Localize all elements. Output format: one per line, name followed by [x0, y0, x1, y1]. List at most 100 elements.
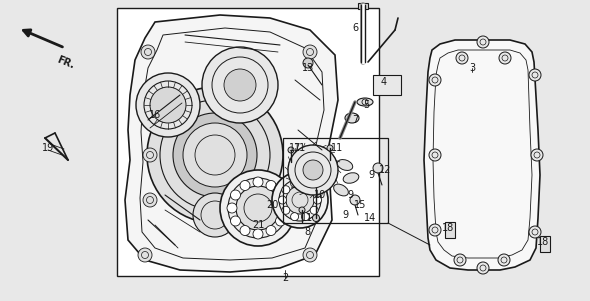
- Text: FR.: FR.: [55, 55, 76, 71]
- Text: 11: 11: [301, 213, 313, 223]
- Circle shape: [313, 196, 322, 204]
- Text: 12: 12: [379, 165, 391, 175]
- Text: 11: 11: [294, 143, 306, 153]
- Circle shape: [138, 248, 152, 262]
- Circle shape: [310, 206, 318, 214]
- Text: 11: 11: [331, 143, 343, 153]
- Circle shape: [477, 262, 489, 274]
- Ellipse shape: [357, 98, 373, 106]
- Circle shape: [288, 145, 338, 195]
- Text: 10: 10: [314, 190, 326, 200]
- Text: 19: 19: [42, 143, 54, 153]
- Circle shape: [499, 52, 511, 64]
- Text: 4: 4: [381, 77, 387, 87]
- Circle shape: [301, 213, 309, 221]
- Text: 2: 2: [282, 273, 288, 283]
- Ellipse shape: [333, 184, 348, 196]
- Circle shape: [454, 254, 466, 266]
- Text: 9: 9: [342, 210, 348, 220]
- Circle shape: [147, 87, 283, 223]
- Circle shape: [276, 216, 286, 226]
- Circle shape: [531, 149, 543, 161]
- Circle shape: [456, 52, 468, 64]
- Circle shape: [276, 190, 286, 200]
- Text: 5: 5: [363, 100, 369, 110]
- Circle shape: [141, 45, 155, 59]
- Circle shape: [231, 216, 241, 226]
- Bar: [373, 75, 401, 95]
- Text: 9: 9: [347, 190, 353, 200]
- Circle shape: [266, 225, 276, 235]
- Circle shape: [529, 69, 541, 81]
- Circle shape: [327, 145, 333, 151]
- Text: 6: 6: [352, 23, 358, 33]
- Polygon shape: [424, 40, 540, 270]
- Circle shape: [183, 123, 247, 187]
- Text: 15: 15: [354, 200, 366, 210]
- Ellipse shape: [343, 173, 359, 183]
- Bar: [445, 222, 455, 238]
- Circle shape: [202, 47, 278, 123]
- Circle shape: [278, 196, 287, 204]
- Circle shape: [291, 179, 299, 187]
- Text: 8: 8: [304, 227, 310, 237]
- Text: 18: 18: [537, 237, 549, 247]
- Text: 17: 17: [289, 143, 301, 153]
- Text: 16: 16: [149, 110, 161, 120]
- Circle shape: [231, 190, 241, 200]
- Circle shape: [253, 229, 263, 239]
- Circle shape: [288, 147, 294, 153]
- Text: 9: 9: [368, 170, 374, 180]
- Circle shape: [240, 181, 250, 191]
- Circle shape: [253, 177, 263, 187]
- Circle shape: [303, 248, 317, 262]
- Circle shape: [529, 226, 541, 238]
- Circle shape: [143, 148, 157, 162]
- Circle shape: [310, 186, 318, 194]
- Circle shape: [286, 186, 314, 214]
- Text: 18: 18: [442, 223, 454, 233]
- Circle shape: [193, 193, 237, 237]
- Circle shape: [143, 193, 157, 207]
- Circle shape: [282, 186, 290, 194]
- Text: 3: 3: [469, 63, 475, 73]
- Circle shape: [224, 69, 256, 101]
- Circle shape: [266, 181, 276, 191]
- Bar: [540, 236, 550, 252]
- Text: 14: 14: [364, 213, 376, 223]
- Circle shape: [299, 207, 305, 213]
- Circle shape: [136, 73, 200, 137]
- Circle shape: [373, 163, 383, 173]
- Circle shape: [301, 179, 309, 187]
- Circle shape: [303, 160, 323, 180]
- Circle shape: [429, 149, 441, 161]
- Circle shape: [272, 172, 328, 228]
- Ellipse shape: [345, 113, 359, 123]
- Circle shape: [350, 195, 360, 205]
- Circle shape: [303, 45, 317, 59]
- Circle shape: [429, 224, 441, 236]
- Circle shape: [240, 225, 250, 235]
- Ellipse shape: [337, 160, 353, 170]
- Polygon shape: [125, 15, 338, 272]
- Circle shape: [227, 203, 237, 213]
- Bar: [117, 8, 379, 276]
- Bar: [283, 138, 388, 223]
- Circle shape: [173, 113, 257, 197]
- Bar: [358, 3, 368, 9]
- Circle shape: [236, 186, 280, 230]
- Circle shape: [150, 87, 186, 123]
- Circle shape: [220, 170, 296, 246]
- Circle shape: [477, 36, 489, 48]
- Circle shape: [498, 254, 510, 266]
- Circle shape: [282, 206, 290, 214]
- Circle shape: [291, 213, 299, 221]
- Text: 13: 13: [302, 63, 314, 73]
- Text: 7: 7: [352, 115, 358, 125]
- Text: 21: 21: [252, 220, 264, 230]
- Circle shape: [313, 215, 320, 222]
- Circle shape: [429, 74, 441, 86]
- Text: 20: 20: [266, 200, 278, 210]
- Circle shape: [279, 203, 289, 213]
- Circle shape: [303, 58, 313, 68]
